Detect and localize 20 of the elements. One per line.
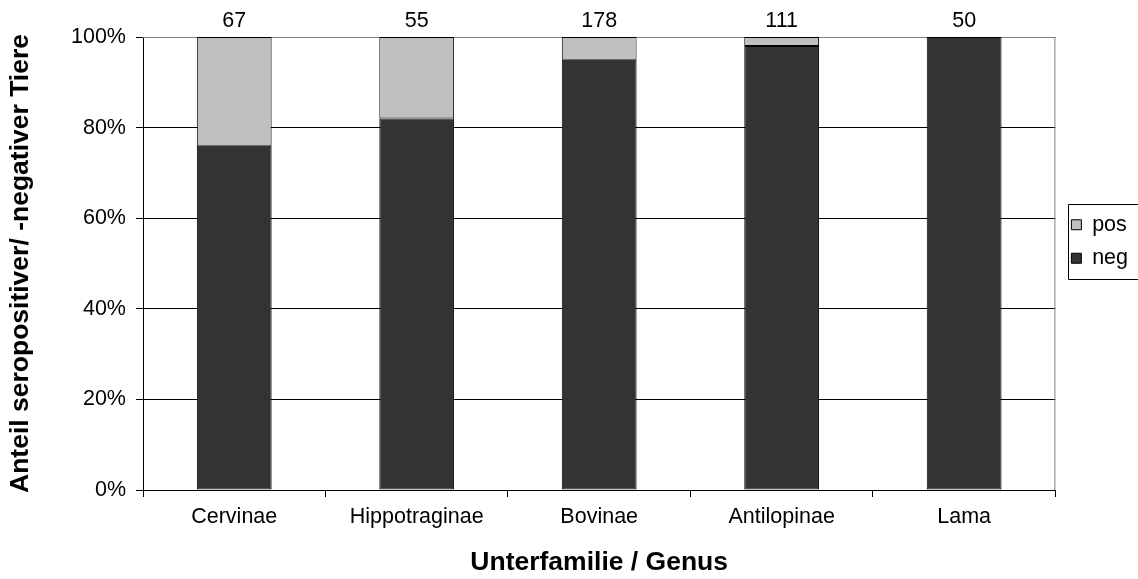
y-axis-title: Anteil seropositiver/ -negativer Tiere (4, 33, 35, 494)
y-tick-label: 20% (82, 386, 126, 411)
x-tick-label: Lama (937, 503, 992, 528)
legend-label: pos (1092, 211, 1127, 236)
x-tick-label: Antilopinae (728, 503, 835, 528)
legend-label: neg (1092, 245, 1128, 270)
y-tick-label: 0% (94, 476, 126, 501)
annotation: 55 (404, 8, 429, 33)
annotation: 67 (222, 8, 247, 33)
x-tick-label: Cervinae (191, 503, 278, 528)
x-axis-title: Unterfamilie / Genus (470, 546, 729, 577)
y-tick-label: 60% (82, 205, 126, 230)
y-tick-label: 80% (82, 114, 126, 139)
y-tick-label: 100% (71, 23, 126, 48)
x-tick-label: Bovinae (560, 503, 639, 528)
annotation: 50 (952, 8, 977, 33)
y-tick-label: 40% (82, 295, 126, 320)
annotation: 111 (765, 8, 799, 33)
annotation: 178 (581, 8, 618, 33)
x-tick-label: Hippotraginae (349, 503, 484, 528)
